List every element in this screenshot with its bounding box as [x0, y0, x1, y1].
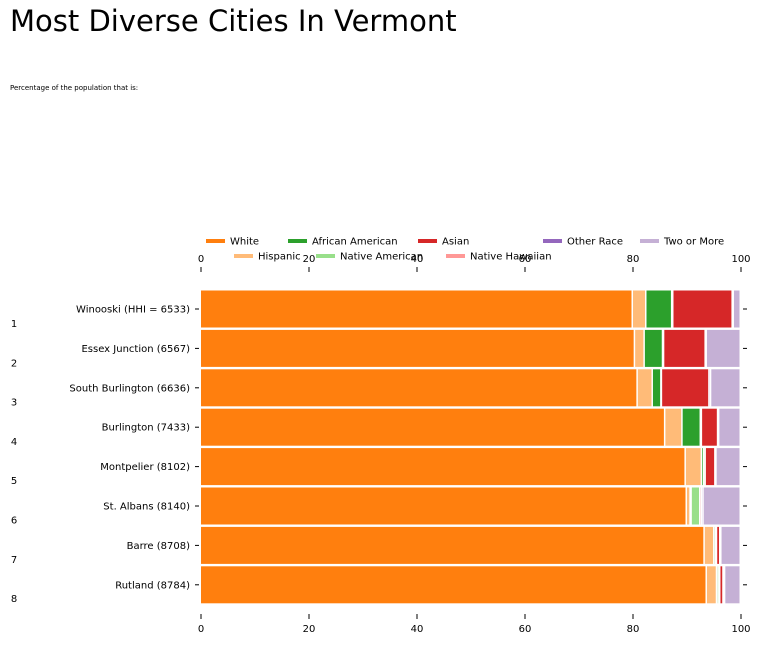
bar-segment [673, 290, 732, 328]
x-tick-label: 40 [411, 624, 424, 635]
top-x-axis: 0 20 40 60 80 100 [198, 254, 751, 272]
bar-segment [682, 408, 700, 446]
x-tick-label: 80 [627, 624, 640, 635]
x-tick-label: 60 [519, 624, 532, 635]
bar-segment [644, 329, 662, 367]
row-number: 6 [11, 516, 17, 527]
bar-segment [706, 329, 740, 367]
legend: White Hispanic African American Native Amer… [206, 237, 724, 263]
category-label: Montpelier (8102) [100, 462, 190, 473]
legend-label: Hispanic [258, 252, 301, 263]
bar-segment [717, 526, 719, 564]
bar-segment [662, 369, 709, 407]
row-numbers: 1 2 3 4 5 6 7 8 [11, 319, 17, 605]
bar-segment [201, 290, 632, 328]
legend-label: Native American [340, 252, 423, 263]
bar-segment [201, 448, 685, 486]
bar-segment [691, 487, 699, 525]
bar-segment [201, 526, 704, 564]
legend-label: Asian [442, 237, 469, 248]
bar-segment [201, 408, 664, 446]
legend-label: White [230, 237, 259, 248]
x-tick-label: 0 [198, 624, 204, 635]
bar-segment [711, 369, 740, 407]
bar-segment [702, 408, 717, 446]
row-number: 5 [11, 476, 17, 487]
bar-segment [716, 448, 740, 486]
category-label: Burlington (7433) [102, 423, 190, 434]
bottom-x-axis: 0 20 40 60 80 100 [198, 614, 751, 635]
category-label: St. Albans (8140) [103, 502, 190, 513]
top-x-tick-label: 100 [731, 254, 750, 265]
legend-label: Other Race [567, 237, 623, 248]
bar-segment [703, 487, 740, 525]
bar-segment [633, 290, 645, 328]
legend-label: Native Hawaiian [470, 252, 552, 263]
category-label: South Burlington (6636) [69, 383, 190, 394]
row-number: 3 [11, 398, 17, 409]
x-tick-label: 100 [731, 624, 750, 635]
bar-segment [201, 566, 706, 604]
bar-segment [652, 369, 661, 407]
bar-segment [706, 566, 716, 604]
row-number: 1 [11, 319, 17, 330]
top-x-tick-label: 40 [411, 254, 424, 265]
legend-label: Two or More [663, 237, 724, 248]
top-x-tick-label: 60 [519, 254, 532, 265]
bar-segment [665, 408, 682, 446]
y-axis-labels: Winooski (HHI = 6533) Essex Junction (656… [69, 305, 199, 591]
bar-segment [201, 487, 686, 525]
bars [201, 290, 740, 604]
bar-segment [664, 329, 705, 367]
category-label: Barre (8708) [127, 541, 190, 552]
bar-segment [685, 448, 701, 486]
top-x-tick-label: 80 [627, 254, 640, 265]
row-number: 2 [11, 358, 17, 369]
category-label: Winooski (HHI = 6533) [76, 305, 190, 316]
bar-segment [721, 526, 740, 564]
bar-segment [704, 526, 714, 564]
bar-segment [635, 329, 644, 367]
bar-segment [646, 290, 671, 328]
right-ticks [743, 308, 747, 586]
legend-label: African American [312, 237, 398, 248]
row-number: 4 [11, 437, 17, 448]
chart-subtitle: Percentage of the population that is: [10, 84, 139, 92]
bar-segment [719, 408, 740, 446]
chart-title: Most Diverse Cities In Vermont [10, 4, 457, 38]
row-number: 7 [11, 555, 17, 566]
bar-segment [705, 448, 715, 486]
top-x-tick-label: 20 [303, 254, 316, 265]
category-label: Essex Junction (6567) [81, 344, 190, 355]
bar-segment [725, 566, 740, 604]
category-label: Rutland (8784) [115, 580, 190, 591]
row-number: 8 [11, 594, 17, 605]
bar-segment [720, 566, 723, 604]
x-tick-label: 20 [303, 624, 316, 635]
bar-segment [201, 369, 637, 407]
bar-segment [733, 290, 740, 328]
bar-segment [702, 448, 703, 486]
bar-segment [637, 369, 652, 407]
bar-segment [687, 487, 690, 525]
bar-segment [201, 329, 634, 367]
top-x-tick-label: 0 [198, 254, 204, 265]
